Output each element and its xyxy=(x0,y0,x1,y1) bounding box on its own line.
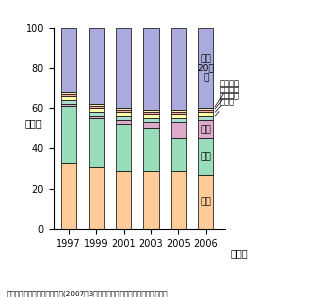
Bar xyxy=(143,114,159,118)
Bar xyxy=(198,28,213,108)
Text: （年）: （年） xyxy=(230,248,248,258)
Text: 韓国: 韓国 xyxy=(201,125,211,134)
Text: 上位
20社
外: 上位 20社 外 xyxy=(197,54,214,82)
Bar xyxy=(171,170,186,229)
Bar xyxy=(61,92,76,94)
Bar xyxy=(61,94,76,96)
Bar xyxy=(198,116,213,120)
Bar xyxy=(198,108,213,110)
Bar xyxy=(89,118,104,167)
Bar xyxy=(116,108,131,110)
Bar xyxy=(171,28,186,110)
Bar xyxy=(171,112,186,114)
Bar xyxy=(116,116,131,120)
Bar xyxy=(143,118,159,122)
Bar xyxy=(116,170,131,229)
Bar xyxy=(89,104,104,106)
Bar xyxy=(61,96,76,100)
Text: 日本: 日本 xyxy=(201,152,211,161)
Bar xyxy=(143,122,159,128)
Bar xyxy=(116,28,131,108)
Bar xyxy=(143,128,159,170)
Bar xyxy=(116,112,131,116)
Bar xyxy=(143,112,159,114)
Text: フランス: フランス xyxy=(215,86,239,109)
Text: オランダ: オランダ xyxy=(215,92,239,112)
Bar xyxy=(198,110,213,112)
Bar xyxy=(116,110,131,112)
Text: イタリア: イタリア xyxy=(215,80,239,107)
Bar xyxy=(61,28,76,92)
Bar xyxy=(89,167,104,229)
Bar xyxy=(143,170,159,229)
Bar xyxy=(198,112,213,116)
Bar xyxy=(143,28,159,110)
Bar xyxy=(61,100,76,104)
Text: ドイツ: ドイツ xyxy=(215,98,235,116)
Bar xyxy=(89,112,104,116)
Bar xyxy=(143,110,159,112)
Bar xyxy=(89,28,104,104)
Text: 米国: 米国 xyxy=(201,197,211,206)
Bar xyxy=(198,138,213,175)
Bar xyxy=(171,122,186,138)
Y-axis label: （％）: （％） xyxy=(24,118,42,128)
Bar xyxy=(61,104,76,106)
Bar xyxy=(198,175,213,229)
Bar xyxy=(198,120,213,138)
Bar xyxy=(171,110,186,112)
Bar xyxy=(89,116,104,118)
Bar xyxy=(61,106,76,162)
Bar xyxy=(61,162,76,229)
Bar xyxy=(171,138,186,170)
Bar xyxy=(116,120,131,124)
Bar xyxy=(171,118,186,122)
Text: ガートナー　データクエスト(2007年3月）のデータに基づき総務省にて算出: ガートナー データクエスト(2007年3月）のデータに基づき総務省にて算出 xyxy=(6,290,168,297)
Bar xyxy=(89,108,104,112)
Bar xyxy=(116,124,131,170)
Bar xyxy=(89,106,104,108)
Bar xyxy=(171,114,186,118)
